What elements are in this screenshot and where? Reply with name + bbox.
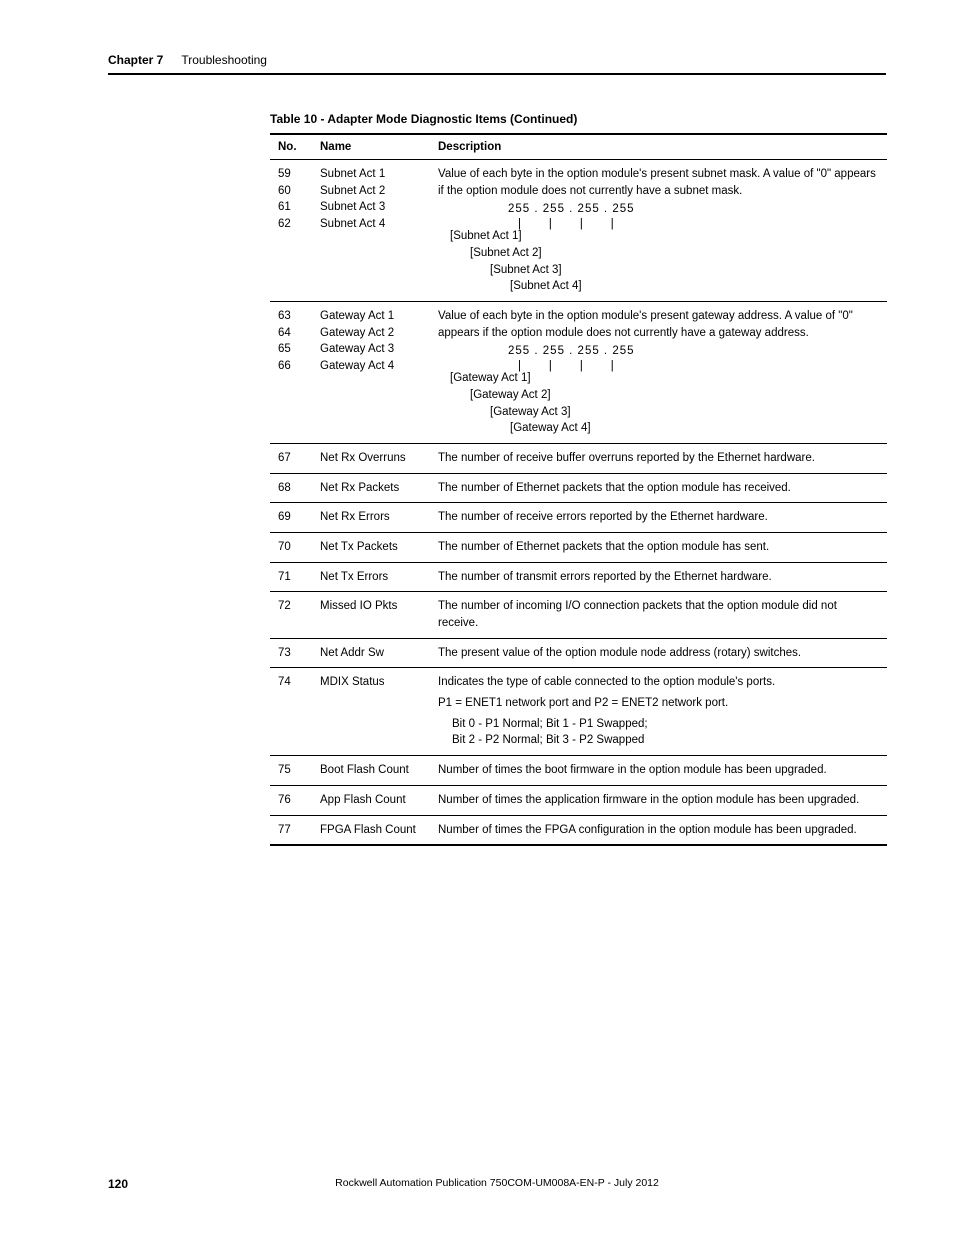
cell-no: 65 xyxy=(278,341,304,358)
diagnostic-table: No. Name Description 59 60 61 62 Subnet … xyxy=(270,133,887,846)
cell-no: 63 xyxy=(278,308,304,325)
cell-name: Gateway Act 4 xyxy=(320,358,422,375)
cell-name: Subnet Act 4 xyxy=(320,216,422,233)
table-row: 73 Net Addr Sw The present value of the … xyxy=(270,638,887,668)
table-row: 75 Boot Flash Count Number of times the … xyxy=(270,756,887,786)
table-row: 74 MDIX Status Indicates the type of cab… xyxy=(270,668,887,756)
ip-connector: |||| xyxy=(516,218,879,228)
table-row: 59 60 61 62 Subnet Act 1 Subnet Act 2 Su… xyxy=(270,160,887,302)
col-header-no: No. xyxy=(270,134,312,160)
cell-name: App Flash Count xyxy=(312,785,430,815)
cell-no: 75 xyxy=(270,756,312,786)
cell-desc: Number of times the boot firmware in the… xyxy=(430,756,887,786)
cell-no: 68 xyxy=(270,473,312,503)
cell-desc: The number of receive buffer overruns re… xyxy=(430,444,887,474)
cell-no: 77 xyxy=(270,815,312,845)
cell-no: 59 xyxy=(278,166,304,183)
cell-name: Subnet Act 1 xyxy=(320,166,422,183)
page-footer: 120 Rockwell Automation Publication 750C… xyxy=(108,1177,886,1191)
cell-name: Gateway Act 1 xyxy=(320,308,422,325)
table-row: 68 Net Rx Packets The number of Ethernet… xyxy=(270,473,887,503)
ip-label: [Subnet Act 2] xyxy=(470,245,879,262)
cell-no: 62 xyxy=(278,216,304,233)
ip-label: [Gateway Act 2] xyxy=(470,387,879,404)
cell-no: 66 xyxy=(278,358,304,375)
cell-desc: The number of Ethernet packets that the … xyxy=(430,533,887,563)
cell-desc: The present value of the option module n… xyxy=(430,638,887,668)
cell-no: 71 xyxy=(270,562,312,592)
cell-no: 69 xyxy=(270,503,312,533)
table-row: 76 App Flash Count Number of times the a… xyxy=(270,785,887,815)
cell-name: FPGA Flash Count xyxy=(312,815,430,845)
ip-connector: |||| xyxy=(516,360,879,370)
cell-name: Subnet Act 3 xyxy=(320,199,422,216)
cell-desc: Value of each byte in the option module'… xyxy=(438,308,879,341)
publication-info: Rockwell Automation Publication 750COM-U… xyxy=(108,1177,886,1189)
cell-desc: P1 = ENET1 network port and P2 = ENET2 n… xyxy=(438,695,879,712)
ip-label: [Subnet Act 1] xyxy=(450,228,879,245)
chapter-title: Troubleshooting xyxy=(181,53,267,67)
ip-label: [Gateway Act 3] xyxy=(490,404,879,421)
cell-no: 64 xyxy=(278,325,304,342)
cell-desc: The number of transmit errors reported b… xyxy=(430,562,887,592)
cell-name: Missed IO Pkts xyxy=(312,592,430,638)
cell-name: Boot Flash Count xyxy=(312,756,430,786)
cell-no: 72 xyxy=(270,592,312,638)
cell-no: 60 xyxy=(278,183,304,200)
col-header-name: Name xyxy=(312,134,430,160)
table-row: 63 64 65 66 Gateway Act 1 Gateway Act 2 … xyxy=(270,302,887,444)
table-row: 77 FPGA Flash Count Number of times the … xyxy=(270,815,887,845)
cell-desc: Bit 2 - P2 Normal; Bit 3 - P2 Swapped xyxy=(452,732,879,749)
cell-no: 73 xyxy=(270,638,312,668)
cell-desc: The number of receive errors reported by… xyxy=(430,503,887,533)
cell-name: Net Tx Packets xyxy=(312,533,430,563)
ip-label: [Subnet Act 4] xyxy=(510,278,879,295)
ip-label: [Gateway Act 1] xyxy=(450,370,879,387)
chapter-label: Chapter 7 xyxy=(108,53,163,67)
cell-name: Net Addr Sw xyxy=(312,638,430,668)
table-row: 71 Net Tx Errors The number of transmit … xyxy=(270,562,887,592)
cell-desc: Number of times the application firmware… xyxy=(430,785,887,815)
cell-desc: Indicates the type of cable connected to… xyxy=(438,674,879,691)
cell-name: Gateway Act 2 xyxy=(320,325,422,342)
cell-desc: The number of incoming I/O connection pa… xyxy=(430,592,887,638)
col-header-desc: Description xyxy=(430,134,887,160)
cell-no: 61 xyxy=(278,199,304,216)
table-row: 67 Net Rx Overruns The number of receive… xyxy=(270,444,887,474)
ip-label: [Subnet Act 3] xyxy=(490,262,879,279)
page-header: Chapter 7 Troubleshooting xyxy=(108,53,886,75)
cell-no: 74 xyxy=(270,668,312,756)
cell-desc: Bit 0 - P1 Normal; Bit 1 - P1 Swapped; xyxy=(452,716,879,733)
cell-desc: The number of Ethernet packets that the … xyxy=(430,473,887,503)
cell-desc: Value of each byte in the option module'… xyxy=(438,166,879,199)
cell-name: Net Rx Overruns xyxy=(312,444,430,474)
cell-name: Net Rx Packets xyxy=(312,473,430,503)
cell-desc: Number of times the FPGA configuration i… xyxy=(430,815,887,845)
table-row: 72 Missed IO Pkts The number of incoming… xyxy=(270,592,887,638)
cell-name: Net Tx Errors xyxy=(312,562,430,592)
cell-no: 76 xyxy=(270,785,312,815)
table-row: 70 Net Tx Packets The number of Ethernet… xyxy=(270,533,887,563)
cell-name: Subnet Act 2 xyxy=(320,183,422,200)
cell-name: Net Rx Errors xyxy=(312,503,430,533)
ip-label: [Gateway Act 4] xyxy=(510,420,879,437)
cell-no: 70 xyxy=(270,533,312,563)
table-row: 69 Net Rx Errors The number of receive e… xyxy=(270,503,887,533)
cell-name: Gateway Act 3 xyxy=(320,341,422,358)
table-caption: Table 10 - Adapter Mode Diagnostic Items… xyxy=(270,112,577,126)
cell-no: 67 xyxy=(270,444,312,474)
cell-name: MDIX Status xyxy=(312,668,430,756)
